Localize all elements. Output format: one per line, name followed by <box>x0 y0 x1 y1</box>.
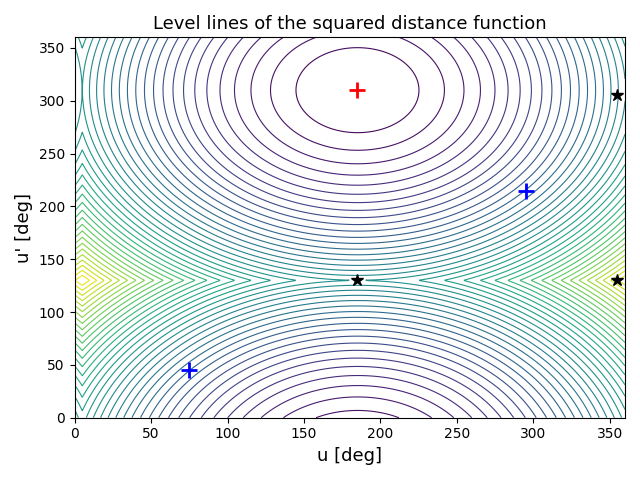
Y-axis label: u' [deg]: u' [deg] <box>15 192 33 263</box>
Title: Level lines of the squared distance function: Level lines of the squared distance func… <box>153 15 547 33</box>
X-axis label: u [deg]: u [deg] <box>317 447 382 465</box>
